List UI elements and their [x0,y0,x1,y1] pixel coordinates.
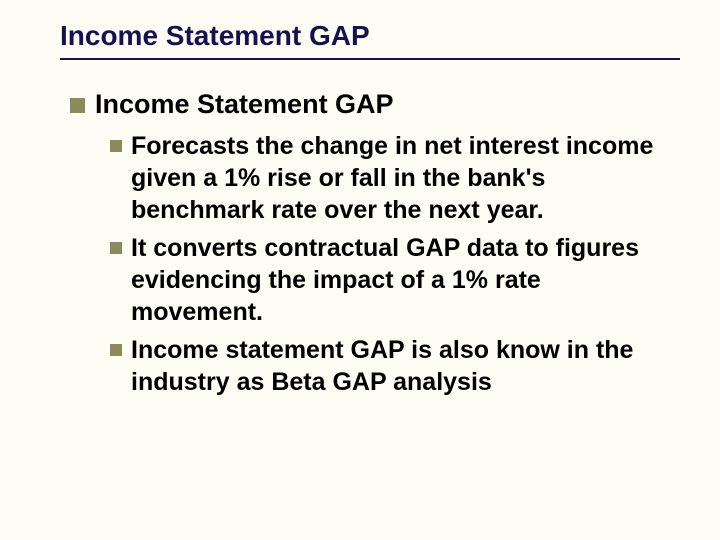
level2-text: Forecasts the change in net interest inc… [131,130,660,226]
title-rule [60,58,680,60]
level2-text: It converts contractual GAP data to figu… [131,232,660,328]
level2-text: Income statement GAP is also know in the… [131,334,660,398]
level1-item: Income Statement GAP [70,88,670,122]
slide: Income Statement GAP Income Statement GA… [0,0,720,540]
level1-text: Income Statement GAP [95,88,394,122]
square-bullet-icon [110,242,122,254]
square-bullet-icon [110,140,122,152]
square-bullet-icon [70,98,85,113]
level2-item: Income statement GAP is also know in the… [110,334,660,398]
square-bullet-icon [110,344,122,356]
level2-item: It converts contractual GAP data to figu… [110,232,660,328]
level1-list: Income Statement GAP Forecasts the chang… [70,88,670,398]
slide-title: Income Statement GAP [60,20,680,52]
title-block: Income Statement GAP [60,20,680,60]
level2-item: Forecasts the change in net interest inc… [110,130,660,226]
level2-list: Forecasts the change in net interest inc… [110,130,660,398]
